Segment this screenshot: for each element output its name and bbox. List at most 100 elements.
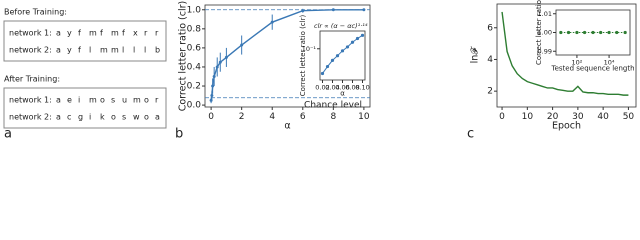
letter: m [89, 96, 97, 105]
letter: a [155, 113, 160, 122]
letter: m [133, 96, 141, 105]
letter: i [78, 96, 80, 105]
letter: o [111, 113, 116, 122]
point [218, 60, 222, 64]
point [211, 84, 215, 88]
x-tick-label: 10⁴ [604, 59, 615, 67]
y-tick-label: 1.01 [538, 10, 552, 18]
letter: f [100, 29, 103, 38]
letter: a [56, 46, 61, 55]
point [224, 55, 228, 59]
point [212, 74, 216, 78]
x-axis-label: Tested sequence length [550, 65, 634, 73]
x-axis-label: α [284, 120, 290, 131]
x-axis-label: α [340, 90, 345, 98]
y-tick-label: 0.2 [187, 82, 201, 92]
y-tick-label: 0.99 [538, 47, 552, 55]
point [607, 30, 611, 35]
x-tick-label: 0.08 [345, 84, 359, 92]
x-tick-label: 8 [330, 112, 336, 122]
letter: y [67, 46, 72, 55]
y-tick-label: 0.6 [187, 43, 202, 53]
x-tick-label: 0.10 [355, 84, 369, 92]
letter: l [144, 46, 146, 55]
letter: r [155, 29, 159, 38]
point [615, 30, 619, 35]
letter: m [111, 29, 119, 38]
y-tick-label: 10⁻¹ [302, 45, 317, 53]
letter: u [122, 96, 127, 105]
letter: f [78, 46, 81, 55]
y-axis-label: ln𝓕 [470, 46, 481, 64]
letter: x [133, 29, 138, 38]
letter: i [89, 113, 91, 122]
letter: b [155, 46, 160, 55]
panel-label: b [175, 127, 183, 142]
point [623, 30, 627, 35]
annotation: clr ∝ (α − αc)¹·¹⁴ [314, 22, 368, 30]
panel-label: c [467, 127, 474, 142]
x-axis-label: Epoch [552, 120, 581, 131]
network-name: network 1: [9, 29, 52, 38]
letter: f [78, 29, 81, 38]
y-tick-label: 0.0 [187, 101, 202, 111]
point [559, 30, 563, 35]
letter: m [111, 46, 119, 55]
point [210, 94, 214, 98]
letter: o [144, 96, 149, 105]
y-tick-label: 4 [487, 55, 493, 65]
network-name: network 2: [9, 46, 52, 55]
x-tick-label: 0.04 [325, 84, 339, 92]
x-tick-label: 4 [269, 112, 275, 122]
point [270, 20, 274, 24]
x-tick-label: 0 [499, 112, 505, 122]
x-tick-label: 0.02 [315, 84, 329, 92]
y-tick-label: 1.00 [538, 29, 552, 37]
letter: e [67, 96, 72, 105]
letter: f [122, 29, 125, 38]
x-tick-label: 20 [547, 112, 559, 122]
y-tick-label: 1.0 [187, 5, 202, 15]
letter: y [67, 29, 72, 38]
point [335, 54, 340, 58]
x-tick-label: 40 [597, 112, 609, 122]
point [575, 30, 579, 35]
point [566, 30, 571, 35]
x-tick-label: 0 [208, 112, 214, 122]
letter: a [56, 113, 61, 122]
y-axis-label: Correct letter ratio (clr) [299, 15, 307, 97]
point [331, 8, 335, 12]
letter: a [56, 29, 61, 38]
x-tick-label: 50 [623, 112, 635, 122]
y-axis-label: Correct letter ratio [535, 0, 543, 65]
letter: c [67, 113, 71, 122]
after-box [3, 87, 167, 129]
point [325, 64, 330, 69]
letter: m [100, 46, 108, 55]
x-tick-label: 30 [572, 112, 584, 122]
point [350, 40, 355, 44]
letter: l [89, 46, 91, 55]
letter: k [100, 113, 105, 122]
before-title: Before Training: [4, 8, 67, 17]
y-tick-label: 0.4 [187, 62, 202, 72]
point [340, 49, 345, 53]
letter: g [78, 113, 83, 122]
letter: l [133, 46, 135, 55]
x-tick-label: 10² [571, 59, 582, 67]
letter: s [122, 113, 126, 122]
letter: o [100, 96, 105, 105]
figure: Before Training: After Training: a netwo… [3, 0, 637, 142]
letter: m [89, 29, 97, 38]
point [362, 8, 366, 12]
letter: o [144, 113, 149, 122]
network-name: network 1: [9, 96, 52, 105]
letter: w [133, 113, 140, 122]
point [360, 33, 365, 37]
series-line [501, 11, 629, 96]
point [345, 45, 350, 49]
point [301, 9, 305, 13]
point [591, 30, 595, 35]
point [240, 43, 244, 47]
letter: l [122, 46, 124, 55]
